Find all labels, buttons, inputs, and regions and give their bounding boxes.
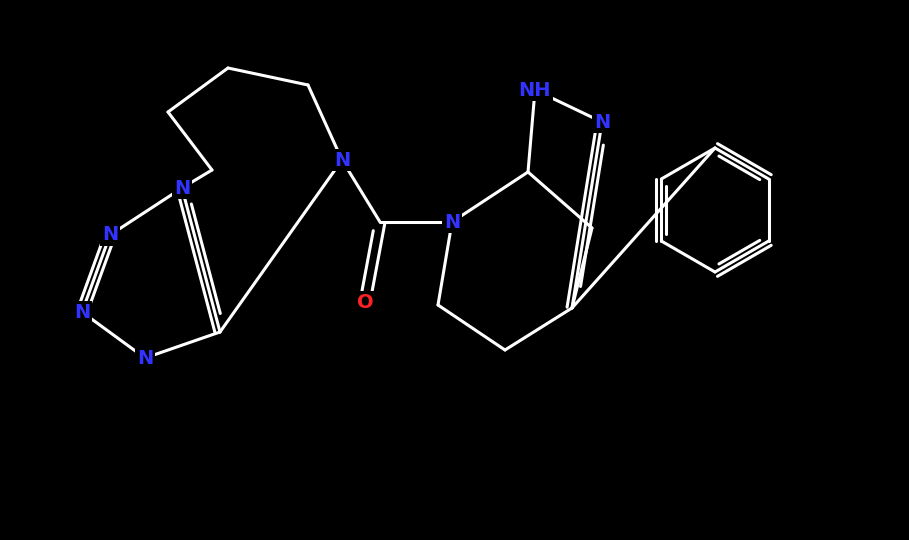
Text: N: N (444, 213, 460, 232)
Text: N: N (174, 179, 190, 198)
Text: N: N (74, 302, 90, 321)
Text: N: N (334, 151, 350, 170)
Text: N: N (137, 348, 153, 368)
Text: N: N (102, 226, 118, 245)
Text: O: O (356, 293, 374, 312)
Text: N: N (594, 112, 610, 132)
Text: NH: NH (519, 80, 551, 99)
